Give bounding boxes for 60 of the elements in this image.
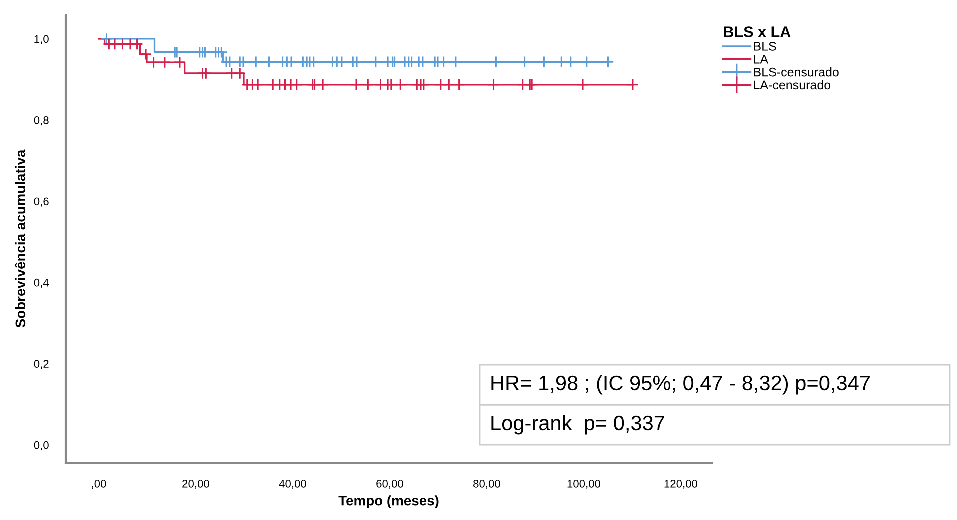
- point: [453, 78, 466, 92]
- point: [140, 48, 152, 61]
- point: [290, 78, 303, 92]
- point: [350, 56, 364, 68]
- point: [556, 56, 568, 68]
- annotation: HR= 1,98 ; (IC 95%; 0,47 - 8,32) p=0,347: [492, 375, 870, 395]
- point: [490, 56, 502, 68]
- point: [518, 56, 531, 68]
- point: [564, 56, 578, 68]
- y-tick-label: 0,6: [34, 198, 49, 207]
- point: [234, 67, 246, 80]
- point: [285, 56, 298, 68]
- point: [394, 78, 407, 92]
- point: [442, 78, 456, 92]
- x-tick-label: 60,00: [376, 480, 404, 490]
- point: [385, 78, 398, 92]
- point: [224, 56, 236, 68]
- legend-label: LA-censurado: [754, 80, 831, 90]
- point: [576, 78, 590, 92]
- point: [488, 78, 500, 92]
- point: [370, 56, 382, 68]
- legend-label: BLS: [754, 42, 776, 51]
- point: [250, 56, 262, 68]
- y-tick-label: 1,0: [34, 35, 49, 44]
- point: [263, 56, 276, 68]
- y-axis-title: Sobrevivência acumulativa: [15, 150, 26, 328]
- point: [416, 56, 430, 68]
- point: [538, 56, 550, 68]
- point: [200, 67, 212, 80]
- x-tick-label: 120,00: [664, 480, 698, 490]
- point: [237, 56, 250, 68]
- legend-label: LA: [754, 55, 769, 64]
- point: [438, 56, 450, 68]
- x-tick-label: ,00: [92, 480, 106, 490]
- x-tick-label: 20,00: [182, 480, 210, 490]
- point: [362, 78, 374, 92]
- point: [216, 46, 228, 59]
- y-tick-label: 0,0: [34, 441, 49, 451]
- point: [316, 78, 330, 92]
- y-tick-label: 0,2: [34, 360, 49, 370]
- point: [418, 78, 430, 92]
- x-tick-label: 40,00: [279, 480, 306, 490]
- point: [626, 78, 640, 92]
- x-tick-label: 100,00: [568, 480, 601, 490]
- x-axis-title: Tempo (meses): [338, 496, 439, 509]
- point: [199, 46, 212, 59]
- point: [148, 56, 160, 69]
- point: [450, 56, 462, 68]
- point: [308, 56, 320, 68]
- point: [158, 56, 172, 69]
- point: [350, 78, 363, 92]
- legend-label: BLS-censurado: [754, 68, 839, 77]
- x-tick-label: 80,00: [474, 480, 500, 490]
- point: [602, 56, 614, 68]
- point: [580, 56, 594, 68]
- y-tick-label: 0,4: [34, 278, 50, 288]
- y-tick-label: 0,8: [34, 116, 49, 126]
- point: [174, 56, 186, 69]
- legend-title: BLS x LA: [724, 26, 791, 38]
- annotation: Log-rank p= 0,337: [492, 415, 664, 435]
